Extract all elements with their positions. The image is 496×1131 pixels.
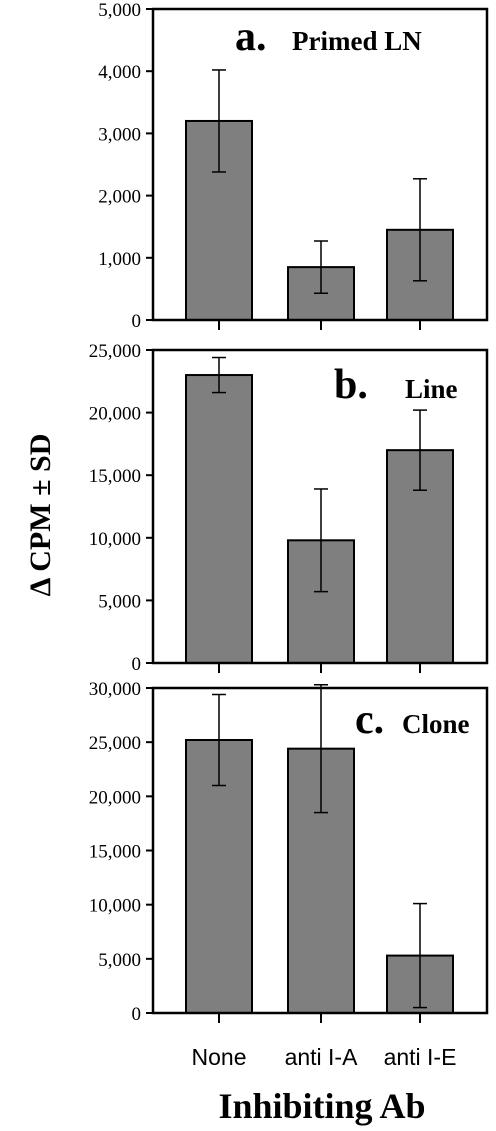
chart-panel-2: 0 5,000 10,000 15,000 20,000 25,000 b. Line xyxy=(89,341,489,675)
y-tick-label: 0 xyxy=(132,654,142,675)
y-tick-label: 20,000 xyxy=(89,787,141,808)
y-axis-title: Δ CPM ± SD xyxy=(24,434,57,597)
y-tick-label: 0 xyxy=(132,1004,142,1025)
x-axis-title: Inhibiting Ab xyxy=(218,1086,425,1126)
chart-panel-1: 0 1,000 2,000 3,000 4,000 5,000 a. Primed LN xyxy=(98,0,489,332)
y-tick-label: 2,000 xyxy=(98,187,141,208)
y-tick-label: 10,000 xyxy=(89,529,141,550)
panel-title: Clone xyxy=(402,709,470,739)
panel-letter: b. xyxy=(334,362,368,408)
y-tick-label: 15,000 xyxy=(89,466,141,487)
y-tick-label: 4,000 xyxy=(98,62,141,83)
y-tick-label: 5,000 xyxy=(98,950,141,971)
y-tick-label: 1,000 xyxy=(98,249,141,270)
chart-panel-3: 0 5,000 10,000 15,000 20,000 25,000 30,000 c. Cl… xyxy=(89,679,489,1025)
y-tick-label: 5,000 xyxy=(98,591,141,612)
x-tick-label-none: None xyxy=(192,1044,247,1070)
bar-none xyxy=(185,374,253,664)
y-tick-label: 25,000 xyxy=(89,733,141,754)
panel-letter: c. xyxy=(355,697,384,743)
panel-letter: a. xyxy=(235,14,267,60)
x-tick-label-anti-i-e: anti I-E xyxy=(384,1044,457,1070)
panel-title: Line xyxy=(405,374,458,404)
panel-title: Primed LN xyxy=(292,26,422,56)
y-tick-label: 0 xyxy=(132,311,142,332)
y-tick-label: 10,000 xyxy=(89,896,141,917)
y-tick-label: 3,000 xyxy=(98,124,141,145)
y-tick-label: 20,000 xyxy=(89,404,141,425)
x-tick-label-anti-i-a: anti I-A xyxy=(285,1044,359,1070)
y-tick-label: 25,000 xyxy=(89,341,141,362)
y-tick-label: 5,000 xyxy=(98,0,141,21)
y-tick-label: 15,000 xyxy=(89,842,141,863)
chart-panels: 0 1,000 2,000 3,000 4,000 5,000 a. Primed LN 0 5,… xyxy=(89,0,489,1025)
y-tick-label: 30,000 xyxy=(89,679,141,700)
